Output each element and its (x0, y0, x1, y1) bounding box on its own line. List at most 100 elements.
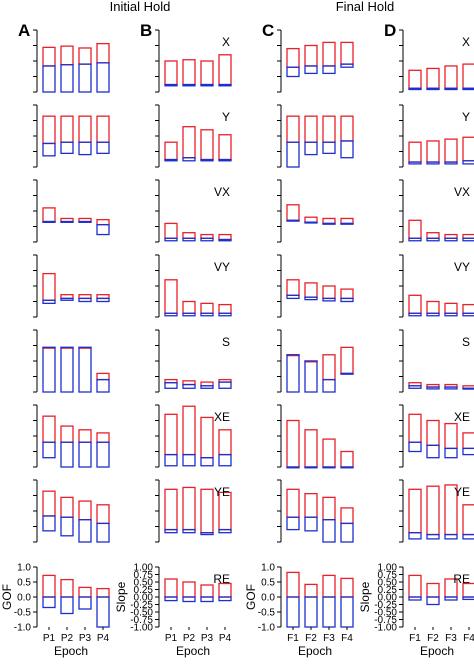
gof-bar (42, 574, 56, 598)
slope-bar (304, 296, 318, 301)
slope-bar (340, 63, 354, 68)
y-tick-label: 0.75 (134, 570, 154, 581)
slope-bar (164, 382, 178, 389)
x-tick-label: F1 (409, 633, 421, 644)
x-axis-title: Epoch (420, 644, 454, 658)
slope-bar (304, 65, 318, 75)
slope-bar (164, 596, 178, 602)
slope-bar (164, 312, 178, 317)
gof-bar (96, 219, 110, 226)
variable-label: RE (453, 572, 470, 586)
slope-bar (78, 220, 92, 223)
plot-grid: -1.0 -0.5 0.0 0.5 1.0 P1 P2 P3 P4 Epoch GOF X Y VX VY S… (0, 29, 474, 658)
gof-bar (182, 581, 196, 598)
slope-bar (78, 141, 92, 156)
gof-bar (340, 450, 354, 468)
x-tick-label: F3 (323, 633, 335, 644)
y-tick-label: -0.75 (374, 615, 397, 626)
slope-bar (408, 161, 422, 165)
y-tick-label: 0.25 (378, 585, 398, 596)
slope-bar (408, 441, 422, 453)
slope-bar (182, 157, 196, 162)
gof-bar (200, 60, 214, 86)
gof-bar (218, 429, 232, 456)
slope-bar (96, 378, 110, 393)
slope-bar (42, 596, 56, 609)
y-tick-label: 1.0 (261, 563, 275, 574)
variable-label: Y (462, 110, 470, 124)
gof-bar (304, 44, 318, 67)
gof-bar (286, 419, 300, 468)
variable-label: RE (213, 572, 230, 586)
gof-bar (340, 346, 354, 375)
slope-bar (340, 372, 354, 375)
x-tick-label: F1 (287, 633, 299, 644)
slope-bar (78, 519, 92, 543)
gof-bar (164, 413, 178, 456)
x-tick-label: P2 (61, 633, 74, 644)
x-tick-label: P1 (165, 633, 178, 644)
slope-bar (96, 596, 110, 628)
slope-bar (304, 596, 318, 628)
gof-bar (322, 438, 336, 468)
slope-bar (340, 297, 354, 303)
gof-bar (96, 587, 110, 598)
gof-bar (182, 126, 196, 159)
gof-bar (340, 115, 354, 142)
gof-bar (408, 294, 422, 314)
slope-bar (60, 297, 74, 301)
slope-bar (182, 596, 196, 603)
slope-bar (444, 386, 458, 390)
slope-bar (200, 83, 214, 87)
slope-bar (42, 346, 56, 393)
y-tick-label: 0.00 (378, 593, 398, 604)
slope-bar (444, 237, 458, 242)
gof-bar (200, 416, 214, 459)
slope-bar (218, 453, 232, 467)
slope-bar (218, 238, 232, 242)
slope-bar (96, 141, 110, 155)
gof-bar (182, 300, 196, 314)
slope-bar (218, 83, 232, 87)
gof-bar (304, 583, 318, 598)
x-tick-label: P4 (219, 633, 232, 644)
slope-bar (286, 294, 300, 300)
variable-label: XE (214, 410, 230, 424)
slope-bar (200, 596, 214, 603)
gof-bar (78, 586, 92, 598)
y-tick-label: -1.0 (14, 623, 32, 634)
slope-bar (304, 466, 318, 469)
gof-bar (286, 279, 300, 296)
slope-bar (426, 596, 440, 606)
gof-bar (96, 432, 110, 443)
gof-bar (200, 129, 214, 161)
slope-bar (42, 142, 56, 157)
slope-bar (462, 447, 474, 456)
gof-bar (304, 282, 318, 298)
slope-bar (78, 441, 92, 468)
gof-bar (286, 488, 300, 518)
slope-bar (42, 299, 56, 305)
slope-bar (164, 158, 178, 162)
y-tick-label: -0.5 (14, 608, 32, 619)
slope-bar (96, 297, 110, 303)
variable-label: YE (454, 485, 470, 499)
slope-bar (78, 596, 92, 610)
gof-bar (462, 504, 474, 536)
variable-label: S (222, 335, 230, 349)
slope-bar (340, 140, 354, 159)
y-tick-label: -1.0 (258, 623, 276, 634)
y-tick-label: -1.00 (374, 623, 397, 634)
slope-bar (408, 385, 422, 389)
gof-bar (96, 42, 110, 64)
gof-bar (462, 432, 474, 450)
slope-bar (444, 312, 458, 317)
gof-bar (164, 279, 178, 314)
variable-label: VX (214, 185, 230, 199)
slope-bar (426, 312, 440, 317)
panel-label-a: A (18, 21, 30, 40)
gof-bar (408, 413, 422, 443)
gof-bar (322, 285, 336, 300)
y-tick-label: 1.00 (378, 563, 398, 574)
slope-bar (322, 466, 336, 469)
